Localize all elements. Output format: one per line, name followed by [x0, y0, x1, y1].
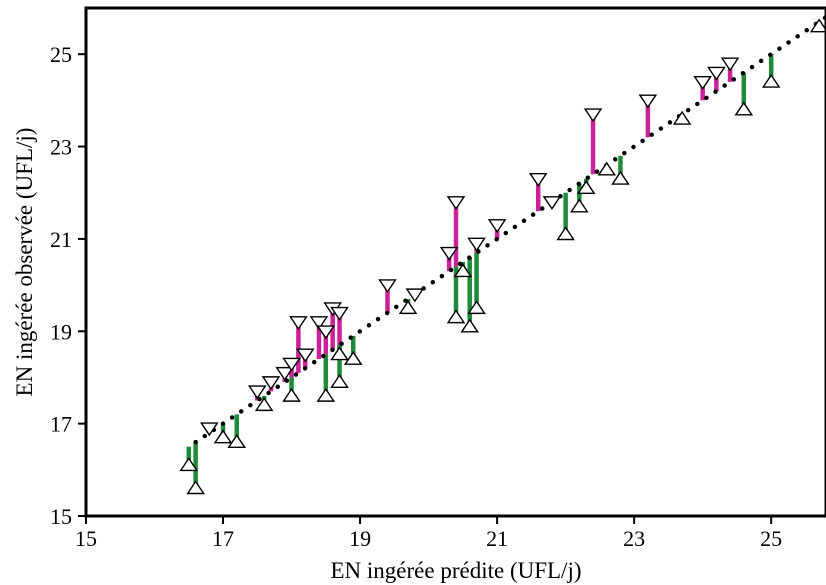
down-triangle-marker [638, 94, 658, 109]
up-triangle-marker [761, 73, 781, 88]
up-triangle-marker [734, 101, 754, 116]
up-triangle-marker [227, 434, 247, 449]
y-axis-title: EN ingérée observée (UFL/j) [12, 128, 37, 397]
up-triangle-marker [611, 170, 630, 185]
up-triangle-marker [556, 226, 575, 241]
down-triangle-marker [247, 385, 267, 400]
down-triangle-marker [693, 75, 712, 90]
up-triangle-marker [282, 387, 301, 402]
down-triangle-marker [378, 279, 397, 294]
down-triangle-marker [316, 325, 336, 340]
down-triangle-marker [289, 316, 308, 331]
down-triangle-marker [309, 316, 329, 331]
x-tick-label: 17 [212, 526, 234, 551]
marker-layer [179, 18, 826, 495]
down-triangle-marker [720, 57, 740, 72]
up-triangle-marker [316, 387, 336, 402]
x-tick-label: 19 [349, 526, 371, 551]
down-triangle-marker [583, 108, 603, 123]
axis-layer: 15 17 19 21 23 25 15 17 19 21 23 25 [50, 42, 782, 551]
series-layer [186, 21, 822, 489]
up-triangle-marker [809, 18, 826, 33]
up-triangle-marker [597, 161, 617, 176]
up-triangle-marker [446, 309, 466, 324]
down-triangle-marker [542, 196, 562, 211]
up-triangle-marker [186, 480, 205, 495]
up-triangle-marker [453, 263, 473, 278]
x-tick-label: 25 [760, 526, 782, 551]
down-triangle-marker [295, 348, 315, 363]
up-triangle-marker [570, 198, 589, 213]
up-triangle-marker [398, 300, 418, 315]
x-axis-title: EN ingérée prédite (UFL/j) [331, 558, 582, 583]
down-triangle-marker [261, 376, 281, 391]
up-triangle-marker [460, 318, 480, 333]
up-triangle-marker [254, 397, 274, 412]
down-triangle-marker [275, 366, 295, 381]
down-triangle-marker [200, 422, 219, 437]
y-tick-label: 23 [50, 135, 72, 160]
down-triangle-marker [405, 288, 425, 303]
up-triangle-marker [576, 180, 596, 195]
x-tick-label: 21 [486, 526, 508, 551]
plot-frame [84, 6, 826, 518]
down-triangle-marker [446, 196, 466, 211]
down-triangle-marker [330, 306, 349, 321]
x-tick-label: 15 [75, 526, 97, 551]
down-triangle-marker [282, 357, 301, 372]
y-tick-label: 15 [50, 504, 72, 529]
down-triangle-marker [487, 219, 507, 234]
up-triangle-marker [672, 110, 692, 125]
y-tick-label: 21 [50, 227, 72, 252]
up-triangle-marker [467, 300, 486, 315]
down-triangle-marker [528, 172, 548, 187]
up-triangle-marker [179, 457, 199, 472]
y-tick-label: 17 [50, 412, 72, 437]
down-triangle-marker [439, 246, 459, 261]
up-triangle-marker [213, 429, 233, 444]
y-tick-label: 19 [50, 319, 72, 344]
x-tick-label: 23 [623, 526, 645, 551]
down-triangle-marker [467, 237, 486, 252]
up-triangle-marker [330, 346, 349, 361]
up-triangle-marker [330, 374, 349, 388]
up-triangle-marker [343, 350, 363, 365]
y-tick-label: 25 [50, 42, 72, 67]
down-triangle-marker [707, 66, 726, 81]
